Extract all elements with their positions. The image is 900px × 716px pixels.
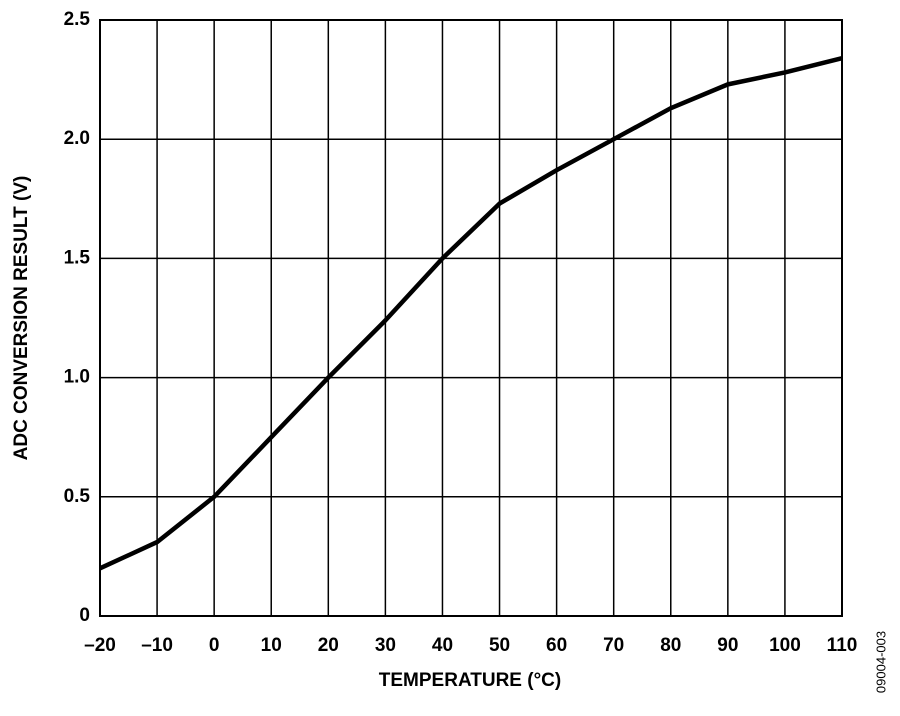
data-line bbox=[99, 55, 843, 571]
x-tick-label: 30 bbox=[375, 635, 396, 656]
y-tick-label: 1.0 bbox=[64, 367, 90, 388]
y-tick-label: 0 bbox=[79, 605, 90, 626]
x-tick-label: 40 bbox=[432, 635, 453, 656]
x-tick-label: 10 bbox=[261, 635, 282, 656]
x-tick-label: 20 bbox=[318, 635, 339, 656]
x-tick-label: 90 bbox=[717, 635, 738, 656]
x-tick-label: 80 bbox=[660, 635, 681, 656]
y-tick-label: 1.5 bbox=[64, 247, 91, 268]
x-tick-label: 110 bbox=[827, 635, 858, 656]
x-axis-label: TEMPERATURE (°C) bbox=[379, 670, 561, 691]
x-tick-label: 50 bbox=[489, 635, 510, 656]
x-tick-label: 60 bbox=[546, 635, 567, 656]
x-tick-label: 100 bbox=[769, 635, 801, 656]
y-tick-label: 2.0 bbox=[64, 128, 90, 149]
y-tick-label: 2.5 bbox=[64, 9, 91, 30]
y-axis-label: ADC CONVERSION RESULT (V) bbox=[11, 176, 32, 461]
figure-id: 09004-003 bbox=[873, 631, 888, 693]
x-tick-label: 70 bbox=[603, 635, 624, 656]
x-tick-label: –20 bbox=[84, 635, 116, 656]
x-tick-label: –10 bbox=[141, 635, 173, 656]
x-tick-label: 0 bbox=[209, 635, 220, 656]
plot-frame bbox=[99, 19, 843, 617]
y-tick-label: 0.5 bbox=[64, 486, 91, 507]
